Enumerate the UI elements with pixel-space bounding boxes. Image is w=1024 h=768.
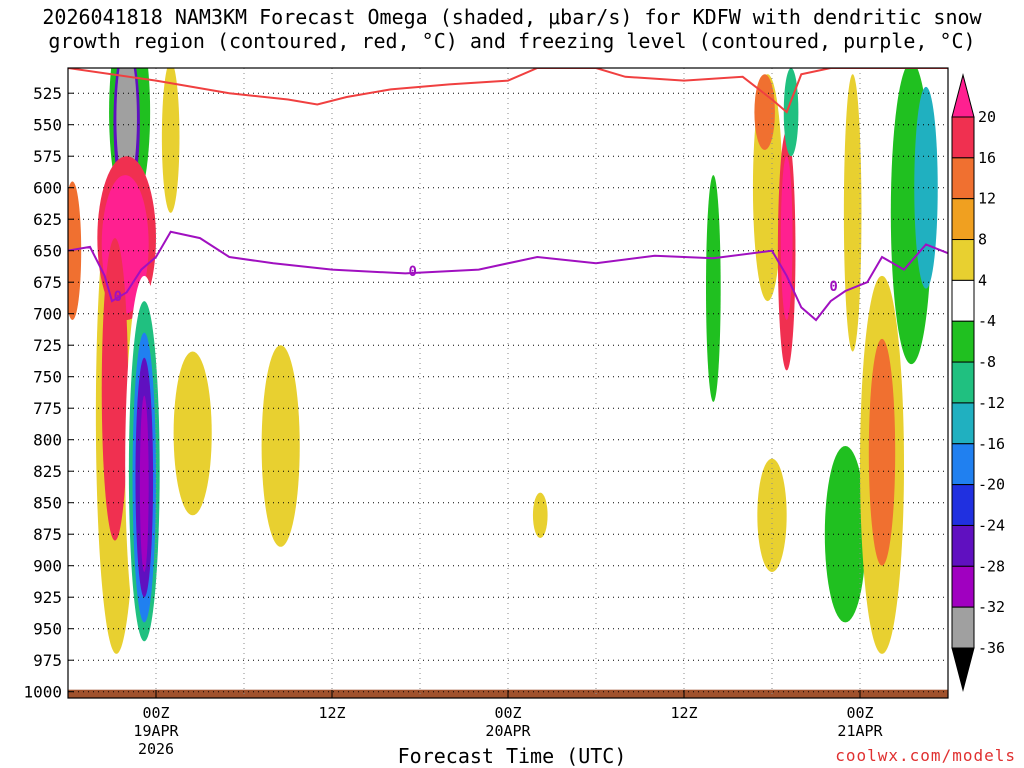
colorbar-level-label: -36 [978,639,1005,657]
x-tick-label: 12Z [318,704,345,722]
y-tick-label: 925 [33,588,62,607]
colorbar-level-label: -8 [978,353,996,371]
colorbar-level-label: -12 [978,394,1005,412]
freezing-level-label: 0 [408,264,416,280]
freezing-level-label: 0 [114,289,122,305]
omega-region-14 [173,351,212,516]
y-tick-label: 675 [33,273,62,292]
y-tick-label: 700 [33,305,62,324]
y-tick-label: 575 [33,147,62,166]
dendritic-growth-contour [68,68,948,114]
y-tick-label: 850 [33,494,62,513]
y-tick-label: 875 [33,525,62,544]
chart-title-line-1: 2026041818 NAM3KM Forecast Omega (shaded… [42,5,982,29]
y-tick-label: 825 [33,462,62,481]
colorbar-bottom-arrow [951,647,975,692]
x-tick-label: 00Z [142,704,169,722]
colorbar-level-label: -28 [978,557,1005,575]
omega-region-28 [914,86,938,289]
omega-region-19 [780,156,793,320]
y-tick-label: 775 [33,399,62,418]
colorbar-swatch [951,402,975,445]
freezing-level-contour [68,230,948,322]
colorbar-level-label: 8 [978,231,987,249]
x-tick-date: 20APR [485,722,531,740]
colorbar-level-label: -4 [978,312,996,330]
omega-region-15 [261,345,300,547]
colorbar-swatch [951,524,975,567]
colorbar-swatch [951,361,975,404]
omega-region-16 [532,492,548,538]
x-tick-label: 12Z [670,704,697,722]
colorbar-swatch [951,157,975,200]
x-axis-label: Forecast Time (UTC) [397,744,627,768]
colorbar-top-arrow [951,73,975,118]
colorbar-level-label: -24 [978,516,1005,534]
colorbar-level-label: 20 [978,108,996,126]
colorbar-level-label: -32 [978,598,1005,616]
chart-title-line-2: growth region (contoured, red, °C) and f… [48,29,976,53]
y-tick-label: 725 [33,336,62,355]
y-tick-label: 750 [33,368,62,387]
y-tick-label: 900 [33,557,62,576]
colorbar-swatch [951,116,975,159]
colorbar: 20 16 12 8 4 -4 -8 -12 -16 -20 -24 -28 -32 -36 [951,73,1005,692]
y-tick-label: 650 [33,242,62,261]
y-tick-label: 625 [33,210,62,229]
credit-link[interactable]: coolwx.com/models [835,746,1016,765]
colorbar-swatch [951,320,975,363]
y-tick-label: 975 [33,651,62,670]
y-axis: 525 550 575 600 625 650 675 700 725 750 775 800 825 8… [23,84,74,702]
x-tick-date: 19APR [133,722,179,740]
colorbar-level-label: -16 [978,435,1005,453]
omega-shading-layer [68,68,938,654]
freezing-level-label: 0 [829,279,837,295]
colorbar-level-label: 12 [978,190,996,208]
colorbar-level-label: 4 [978,271,987,289]
colorbar-swatch [951,198,975,241]
omega-region-22 [706,175,721,402]
omega-region-23 [757,458,787,572]
omega-region-11 [139,395,149,572]
omega-region-24 [824,446,866,623]
y-tick-label: 525 [33,84,62,103]
omega-region-26 [868,338,896,566]
y-tick-label: 1000 [23,683,62,702]
omega-region-29 [843,74,862,352]
colorbar-swatch [951,239,975,281]
colorbar-swatch [951,279,975,322]
omega-region-13 [161,68,180,213]
colorbar-swatch [951,565,975,608]
y-tick-label: 950 [33,620,62,639]
colorbar-level-label: -20 [978,476,1005,494]
x-tick-label: 00Z [494,704,521,722]
contour-layer: 0 0 0 [68,68,948,322]
omega-region-20 [754,74,775,150]
colorbar-swatch [951,443,975,486]
colorbar-swatch [951,606,975,649]
y-tick-label: 600 [33,179,62,198]
x-tick-year: 2026 [138,740,174,758]
y-tick-label: 800 [33,431,62,450]
y-tick-label: 550 [33,116,62,135]
omega-region-12 [68,181,82,320]
colorbar-level-label: 16 [978,149,996,167]
colorbar-swatch [951,484,975,526]
omega-region-6 [101,238,129,541]
x-tick-date: 21APR [837,722,883,740]
x-tick-label: 00Z [846,704,873,722]
